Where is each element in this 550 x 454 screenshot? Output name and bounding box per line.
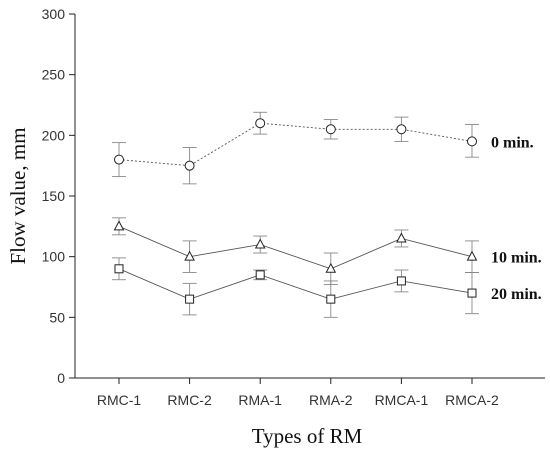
data-point-square (185, 294, 195, 304)
y-tick-label: 150 (42, 188, 66, 204)
series-label: 10 min. (491, 250, 542, 267)
y-tick-label: 100 (42, 249, 66, 265)
data-point-square (326, 294, 336, 304)
x-tick-label: RMA-2 (309, 392, 353, 408)
x-axis-title: Types of RM (252, 424, 363, 448)
series-2: 20 min. (112, 257, 542, 318)
series-1: 10 min. (112, 217, 542, 286)
data-point-triangle (325, 262, 337, 273)
y-tick-label: 200 (42, 127, 66, 143)
data-point-triangle (184, 250, 195, 261)
x-tick-label: RMC-2 (167, 392, 212, 408)
y-tick-label: 250 (42, 67, 66, 83)
series-label: 20 min. (491, 286, 542, 303)
data-point-circle (467, 136, 477, 147)
data-point-square (396, 276, 406, 286)
data-point-square (114, 264, 124, 274)
x-tick-label: RMCA-1 (375, 392, 429, 408)
y-tick-label: 0 (57, 370, 65, 386)
data-point-triangle (113, 220, 125, 231)
data-point-triangle (254, 238, 266, 249)
axes (74, 14, 545, 379)
data-point-triangle (396, 232, 407, 243)
series-layer: 0 min. 10 min. 20 min. (112, 111, 542, 318)
data-point-square (255, 270, 265, 280)
series-line (118, 268, 473, 300)
data-point-square (467, 288, 477, 298)
y-ticks: 0 50 100 150 200 250 300 (42, 6, 75, 386)
series-line (118, 122, 473, 167)
x-tick-label: RMA-1 (238, 392, 282, 408)
data-point-circle (184, 160, 195, 171)
y-tick-label: 300 (42, 6, 66, 22)
series-0: 0 min. (112, 111, 534, 185)
data-point-circle (396, 124, 407, 135)
data-point-circle (114, 154, 124, 165)
series-label: 0 min. (491, 134, 534, 151)
y-tick-label: 50 (49, 309, 65, 325)
y-axis-title: Flow value, mm (6, 127, 30, 264)
data-point-circle (255, 118, 266, 129)
series-line (118, 225, 473, 270)
data-point-circle (325, 124, 336, 135)
x-ticks: RMC-1 RMC-2 RMA-1 RMA-2 RMCA-1 RMCA-2 (97, 378, 499, 408)
x-tick-label: RMC-1 (97, 392, 142, 408)
x-tick-label: RMCA-2 (445, 392, 499, 408)
data-point-triangle (466, 250, 478, 261)
